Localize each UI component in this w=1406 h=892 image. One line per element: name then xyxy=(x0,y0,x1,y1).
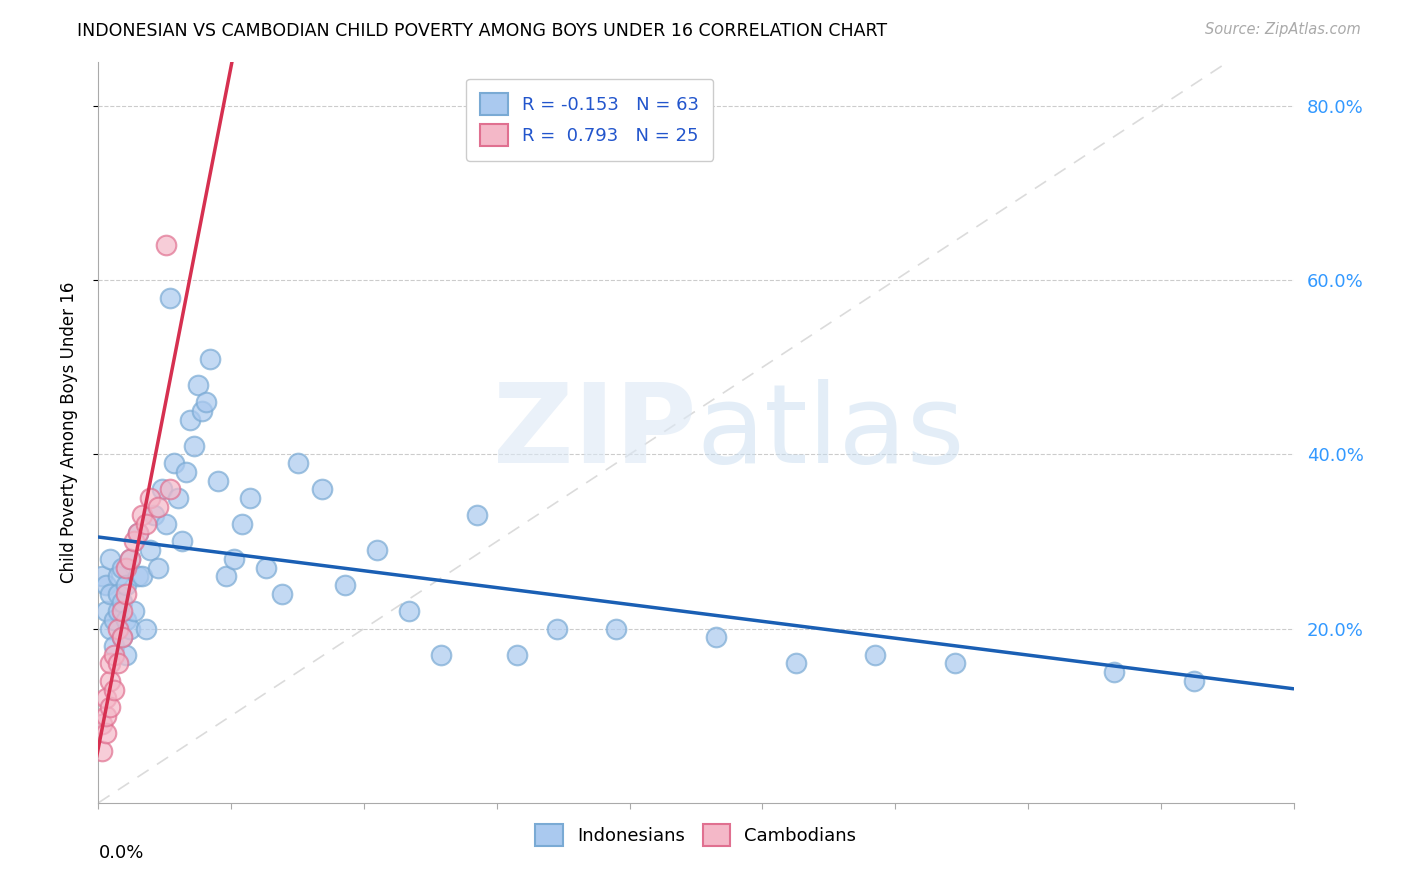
Point xyxy=(127,525,149,540)
Point xyxy=(107,587,129,601)
Point xyxy=(98,552,122,566)
Point xyxy=(1182,673,1205,688)
Point xyxy=(96,708,118,723)
Point xyxy=(115,560,138,574)
Text: 0.0%: 0.0% xyxy=(98,844,143,862)
Point xyxy=(163,456,186,470)
Point xyxy=(115,587,138,601)
Text: Source: ZipAtlas.com: Source: ZipAtlas.com xyxy=(1205,22,1361,37)
Point xyxy=(150,482,173,496)
Point xyxy=(103,613,125,627)
Point xyxy=(120,622,142,636)
Point xyxy=(207,474,229,488)
Point xyxy=(96,726,118,740)
Point xyxy=(124,604,146,618)
Point xyxy=(127,525,149,540)
Text: INDONESIAN VS CAMBODIAN CHILD POVERTY AMONG BOYS UNDER 16 CORRELATION CHART: INDONESIAN VS CAMBODIAN CHILD POVERTY AM… xyxy=(77,22,887,40)
Point xyxy=(127,569,149,583)
Point xyxy=(96,604,118,618)
Point xyxy=(103,639,125,653)
Point xyxy=(398,604,420,618)
Point xyxy=(239,491,262,505)
Point xyxy=(311,482,333,496)
Point xyxy=(131,569,153,583)
Point xyxy=(111,630,134,644)
Point xyxy=(159,291,181,305)
Point xyxy=(506,648,529,662)
Point xyxy=(103,682,125,697)
Point xyxy=(115,613,138,627)
Point xyxy=(174,465,197,479)
Point xyxy=(131,508,153,523)
Point xyxy=(187,377,209,392)
Point xyxy=(465,508,488,523)
Point xyxy=(155,238,177,252)
Point xyxy=(98,622,122,636)
Point xyxy=(111,595,134,609)
Point xyxy=(430,648,453,662)
Point xyxy=(98,657,122,671)
Point xyxy=(96,578,118,592)
Point xyxy=(148,500,170,514)
Point xyxy=(1104,665,1126,680)
Point xyxy=(111,630,134,644)
Point xyxy=(155,517,177,532)
Point xyxy=(135,622,157,636)
Point xyxy=(222,552,245,566)
Point xyxy=(159,482,181,496)
Text: ZIP: ZIP xyxy=(492,379,696,486)
Point xyxy=(96,691,118,706)
Point xyxy=(943,657,966,671)
Point xyxy=(198,351,221,366)
Point xyxy=(172,534,194,549)
Point xyxy=(191,404,214,418)
Point xyxy=(139,491,162,505)
Point xyxy=(115,648,138,662)
Point xyxy=(179,412,201,426)
Point xyxy=(107,622,129,636)
Point xyxy=(143,508,166,523)
Point xyxy=(270,587,292,601)
Point xyxy=(785,657,807,671)
Point xyxy=(98,673,122,688)
Point xyxy=(135,517,157,532)
Point xyxy=(215,569,238,583)
Point xyxy=(107,569,129,583)
Point xyxy=(124,534,146,549)
Point xyxy=(546,622,568,636)
Point xyxy=(111,604,134,618)
Point xyxy=(704,630,727,644)
Point xyxy=(91,569,114,583)
Point xyxy=(335,578,357,592)
Point xyxy=(366,543,388,558)
Point xyxy=(107,604,129,618)
Point xyxy=(287,456,309,470)
Point xyxy=(254,560,277,574)
Point xyxy=(98,700,122,714)
Point xyxy=(231,517,253,532)
Text: atlas: atlas xyxy=(696,379,965,486)
Point xyxy=(103,648,125,662)
Point xyxy=(120,552,142,566)
Point xyxy=(167,491,190,505)
Y-axis label: Child Poverty Among Boys Under 16: Child Poverty Among Boys Under 16 xyxy=(59,282,77,583)
Point xyxy=(107,657,129,671)
Legend: Indonesians, Cambodians: Indonesians, Cambodians xyxy=(529,816,863,853)
Point xyxy=(605,622,627,636)
Point xyxy=(98,587,122,601)
Point xyxy=(111,560,134,574)
Point xyxy=(91,717,114,731)
Point xyxy=(865,648,887,662)
Point xyxy=(120,552,142,566)
Point xyxy=(195,395,218,409)
Point xyxy=(139,543,162,558)
Point xyxy=(91,743,114,757)
Point xyxy=(148,560,170,574)
Point xyxy=(115,578,138,592)
Point xyxy=(183,439,205,453)
